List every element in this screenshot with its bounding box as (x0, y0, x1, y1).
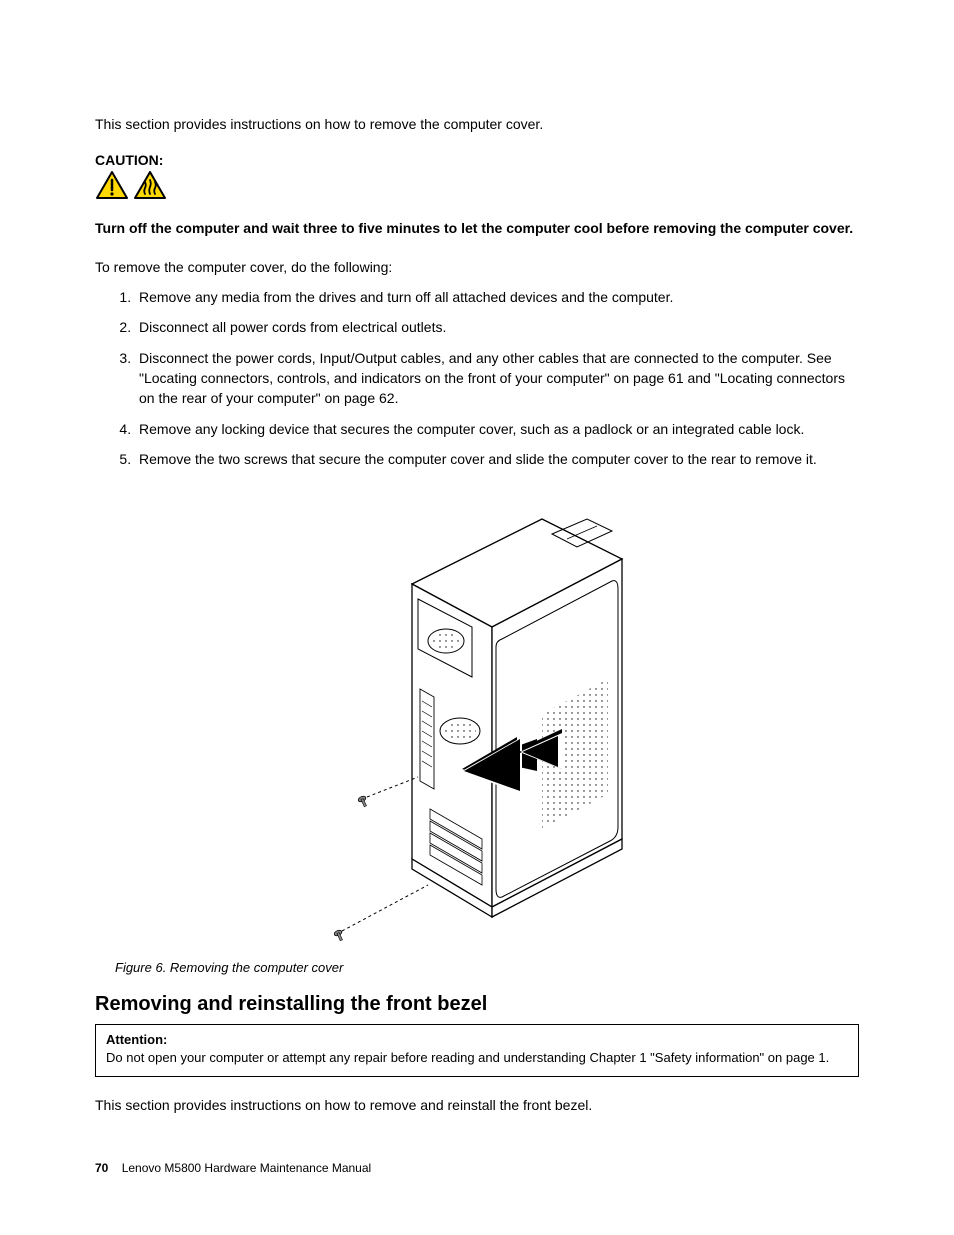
post-attention-text: This section provides instructions on ho… (95, 1095, 859, 1115)
caution-label: CAUTION: (95, 152, 859, 168)
page-number: 70 (95, 1161, 108, 1175)
steps-list: Remove any media from the drives and tur… (95, 287, 859, 469)
warning-icon (95, 170, 129, 200)
steps-lead-in: To remove the computer cover, do the fol… (95, 257, 859, 277)
page-footer: 70 Lenovo M5800 Hardware Maintenance Man… (95, 1161, 371, 1175)
step-item: Disconnect all power cords from electric… (135, 317, 859, 337)
book-title: Lenovo M5800 Hardware Maintenance Manual (122, 1161, 372, 1175)
section-heading: Removing and reinstalling the front beze… (95, 993, 859, 1016)
caution-text: Turn off the computer and wait three to … (95, 219, 859, 239)
hot-surface-icon (133, 170, 167, 200)
step-item: Disconnect the power cords, Input/Output… (135, 348, 859, 409)
attention-label: Attention: (106, 1031, 848, 1049)
intro-text: This section provides instructions on ho… (95, 114, 859, 134)
manual-page: This section provides instructions on ho… (0, 0, 954, 1235)
attention-text: Do not open your computer or attempt any… (106, 1050, 829, 1065)
step-item: Remove any media from the drives and tur… (135, 287, 859, 307)
figure-caption: Figure 6. Removing the computer cover (115, 960, 859, 975)
step-item: Remove the two screws that secure the co… (135, 449, 859, 469)
figure-block (95, 489, 859, 954)
step-item: Remove any locking device that secures t… (135, 419, 859, 439)
caution-icons-row (95, 170, 859, 205)
computer-tower-illustration (312, 489, 642, 954)
attention-box: Attention: Do not open your computer or … (95, 1024, 859, 1076)
